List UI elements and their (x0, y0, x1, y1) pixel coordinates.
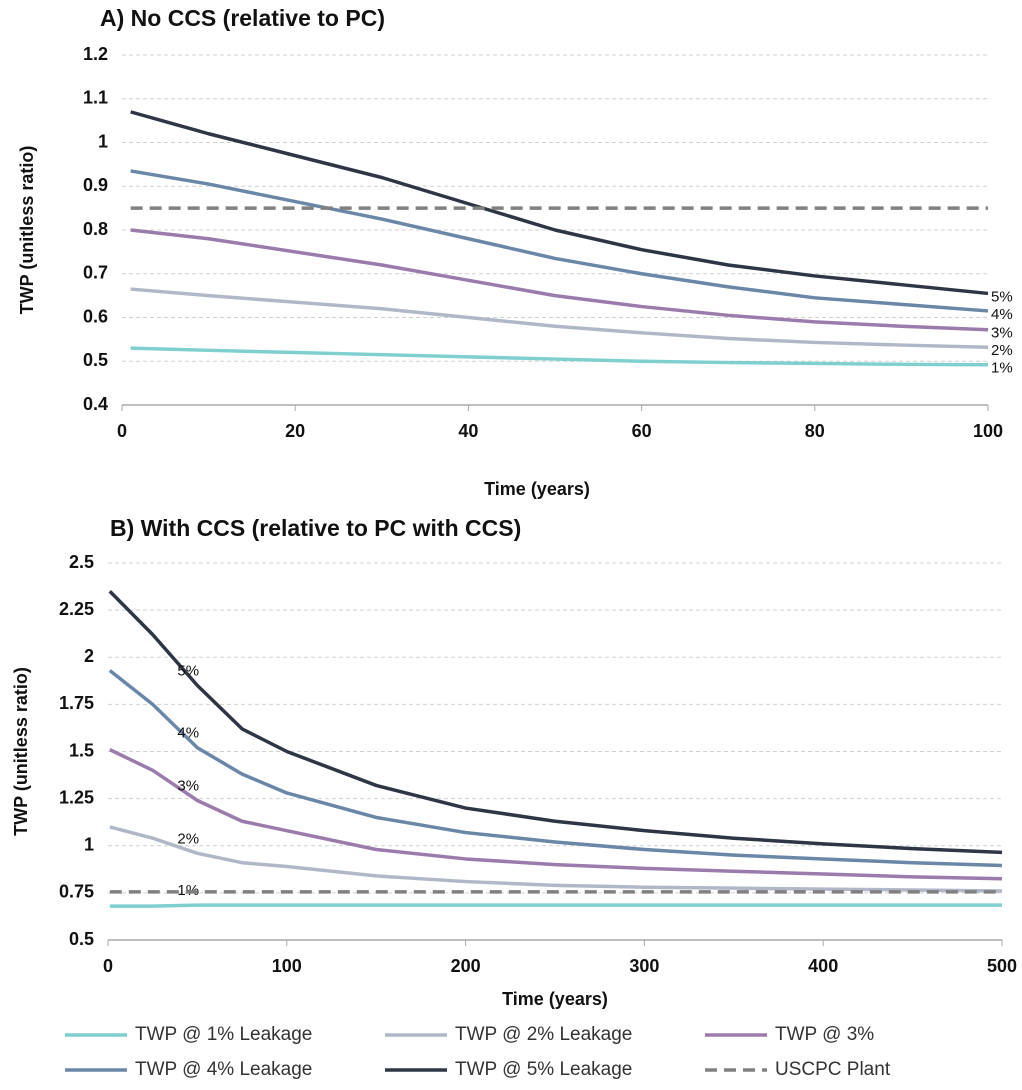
series-line (130, 169, 989, 313)
x-tick-label: 40 (458, 421, 478, 441)
series-line (109, 903, 1002, 908)
series-label: 3% (991, 325, 1013, 342)
x-tick-label: 500 (987, 956, 1017, 976)
y-tick-label: 2.25 (59, 599, 94, 619)
series-line (130, 110, 989, 296)
y-tick-label: 0.9 (83, 175, 108, 195)
y-tick-label: 1.2 (83, 44, 108, 64)
y-tick-label: 0.75 (59, 882, 94, 902)
series-line (130, 228, 989, 332)
x-tick-label: 400 (808, 956, 838, 976)
x-tick-label: 100 (973, 421, 1003, 441)
x-tick-label: 300 (629, 956, 659, 976)
series-line (108, 669, 1003, 868)
y-tick-label: 1.25 (59, 787, 94, 807)
y-axis-label: TWP (unitless ratio) (17, 146, 37, 315)
series-label: 4% (177, 725, 199, 742)
y-tick-label: 0.5 (69, 929, 94, 949)
series-label: 1% (991, 360, 1013, 377)
x-tick-label: 100 (272, 956, 302, 976)
series-label: 4% (991, 306, 1013, 323)
y-tick-label: 1 (98, 131, 108, 151)
y-tick-label: 0.4 (83, 394, 108, 414)
legend-label: TWP @ 4% Leakage (135, 1059, 312, 1080)
chart-title: A) No CCS (relative to PC) (100, 5, 385, 31)
y-tick-label: 0.5 (83, 350, 108, 370)
y-tick-label: 1.5 (69, 740, 94, 760)
y-tick-label: 0.6 (83, 306, 108, 326)
legend-label: TWP @ 3% (775, 1024, 874, 1045)
legend-label: USCPC Plant (775, 1059, 891, 1080)
series-line (130, 346, 989, 367)
chart-title: B) With CCS (relative to PC with CCS) (110, 515, 521, 541)
y-axis-label: TWP (unitless ratio) (11, 667, 31, 836)
series-line (108, 590, 1003, 855)
legend-label: TWP @ 5% Leakage (455, 1059, 632, 1080)
x-axis-label: Time (years) (484, 479, 590, 499)
x-axis-label: Time (years) (502, 989, 608, 1009)
x-tick-label: 0 (103, 956, 113, 976)
series-label: 3% (177, 777, 199, 794)
y-tick-label: 2.5 (69, 552, 94, 572)
legend-label: TWP @ 2% Leakage (455, 1024, 632, 1045)
y-tick-label: 1 (84, 835, 94, 855)
y-tick-label: 0.7 (83, 263, 108, 283)
x-tick-label: 80 (805, 421, 825, 441)
y-tick-label: 2 (84, 646, 94, 666)
series-label: 2% (991, 342, 1013, 359)
x-tick-label: 0 (117, 421, 127, 441)
series-line (109, 748, 1003, 881)
x-tick-label: 200 (451, 956, 481, 976)
series-label: 2% (177, 830, 199, 847)
y-tick-label: 1.1 (83, 88, 108, 108)
x-tick-label: 20 (285, 421, 305, 441)
series-label: 5% (991, 288, 1013, 305)
y-tick-label: 1.75 (59, 693, 94, 713)
y-tick-label: 0.8 (83, 219, 108, 239)
legend-label: TWP @ 1% Leakage (135, 1024, 312, 1045)
x-tick-label: 60 (632, 421, 652, 441)
series-label: 5% (177, 662, 199, 679)
series-line (109, 825, 1003, 893)
series-line (130, 287, 989, 349)
